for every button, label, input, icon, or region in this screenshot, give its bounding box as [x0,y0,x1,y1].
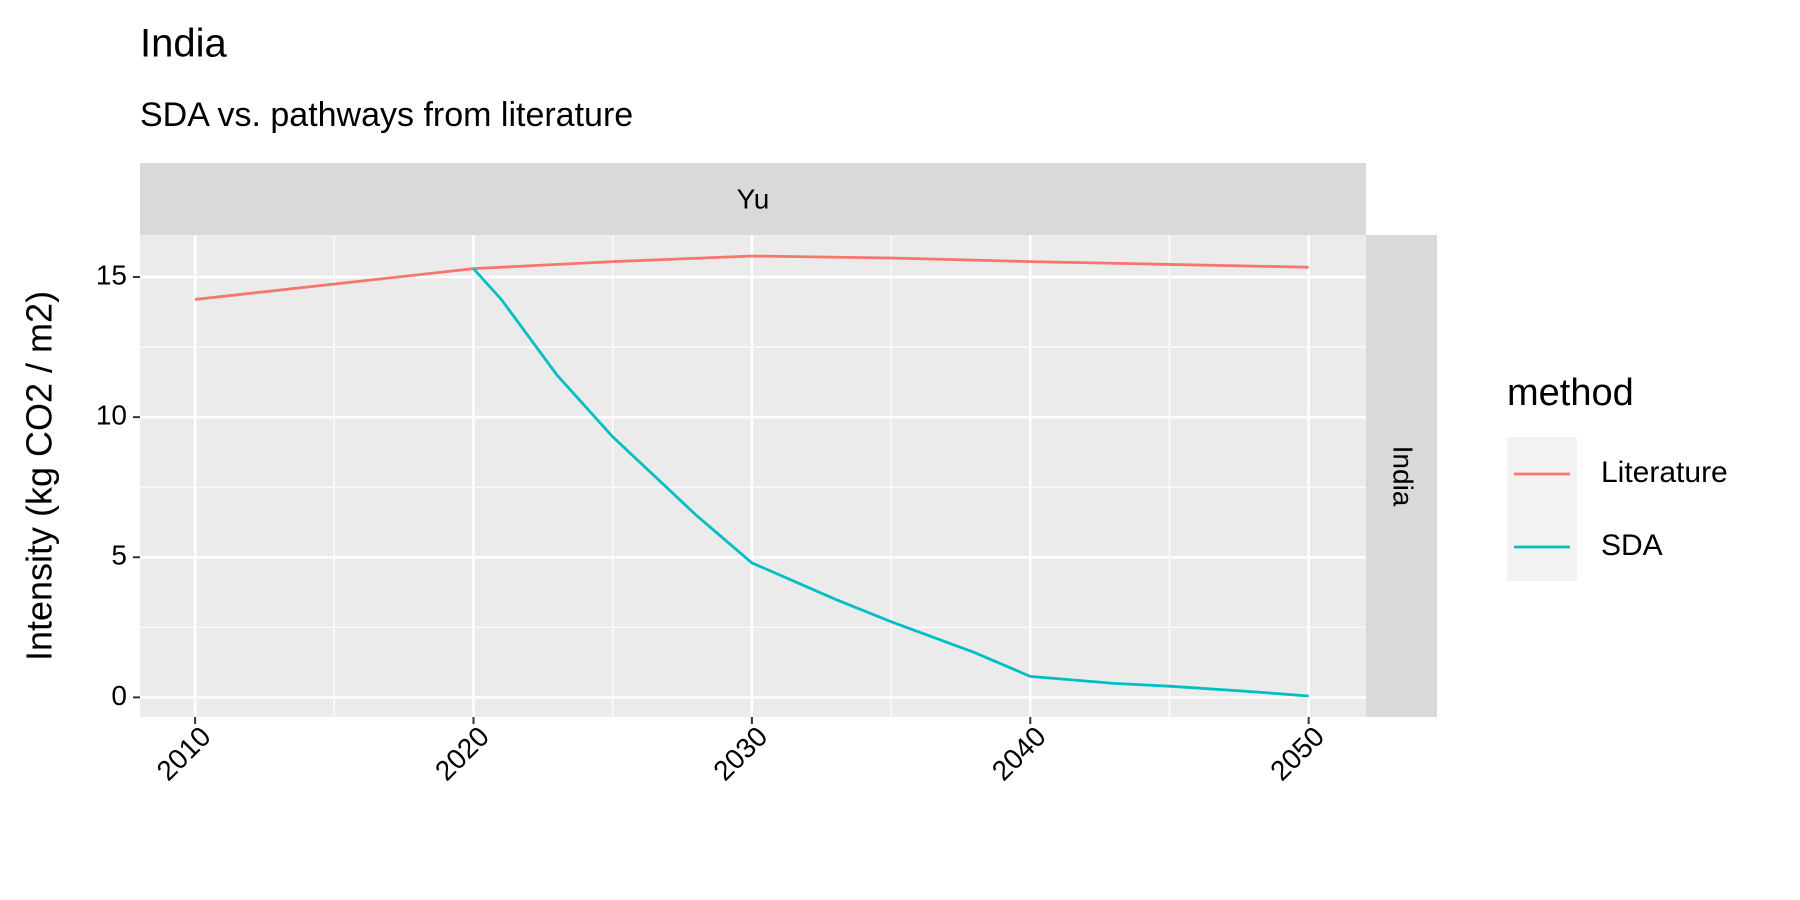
y-tick-label: 0 [111,680,127,711]
chart-subtitle: SDA vs. pathways from literature [140,96,633,134]
facet-label: Yu [737,183,770,214]
chart-title: India [140,22,227,66]
legend-title: method [1507,372,1634,414]
x-tick-label: 2010 [151,721,217,787]
y-tick-label: 5 [111,540,127,571]
facet-strip [1366,235,1437,717]
series-line [472,267,1309,698]
facet-strip [140,163,1366,235]
x-tick-label: 2030 [707,721,773,787]
x-tick-label: 2050 [1264,721,1330,787]
y-axis-label: Intensity (kg CO2 / m2) [19,291,60,661]
legend-label: SDA [1601,529,1663,562]
x-tick-label: 2020 [429,721,495,787]
y-tick-label: 10 [96,400,127,431]
x-tick-label: 2040 [986,721,1052,787]
facet-label: India [1388,446,1419,507]
series-line [194,254,1309,301]
y-tick-label: 15 [96,259,127,290]
legend-label: Literature [1601,456,1728,489]
legend-key-box [1507,437,1577,581]
